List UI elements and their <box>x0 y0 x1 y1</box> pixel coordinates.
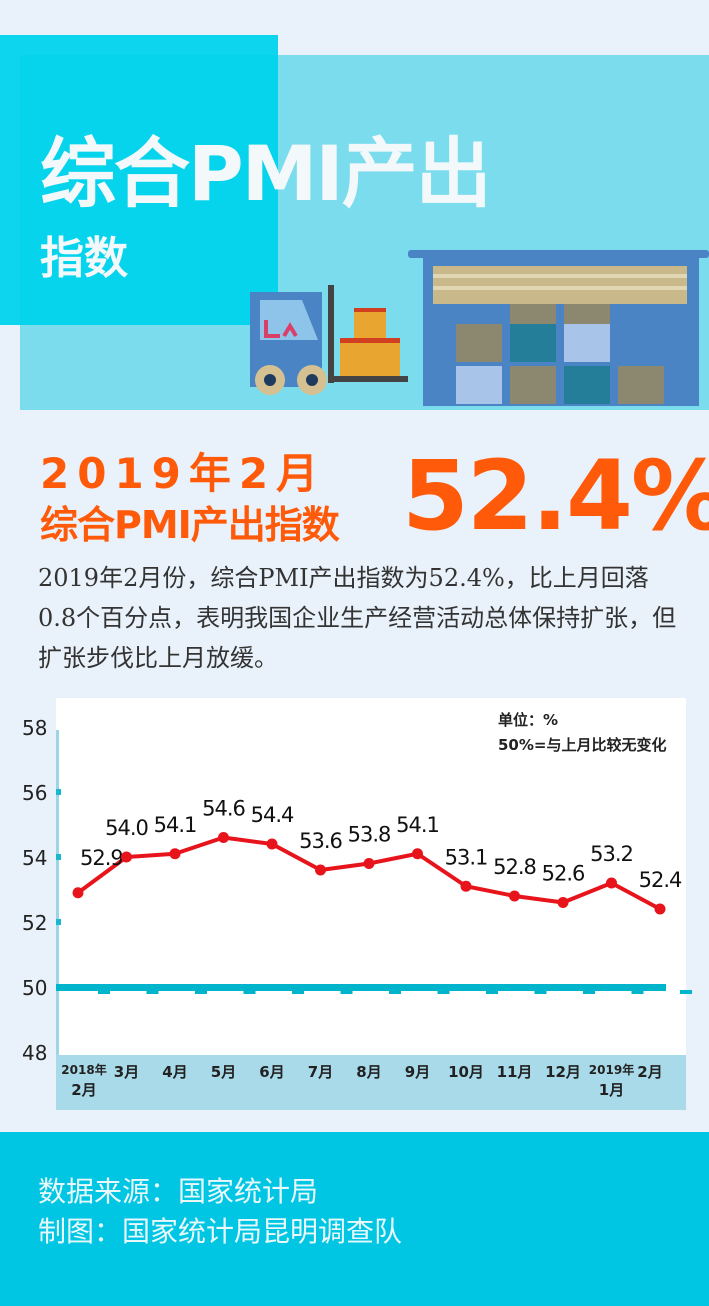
x-tick-label: 8月 <box>356 1063 381 1081</box>
x-tick-label: 2018年 <box>61 1062 106 1077</box>
reference-tick <box>340 990 353 994</box>
x-tick-label: 9月 <box>405 1063 430 1081</box>
unit-annotation: 单位：% <box>498 711 558 729</box>
y-tick-label: 52 <box>22 911 47 935</box>
data-label: 52.4 <box>639 868 682 892</box>
forklift-icon <box>250 285 408 395</box>
reference-tick <box>437 990 450 994</box>
reference-tick <box>631 990 644 994</box>
source-text: 数据来源：国家统计局 <box>38 1175 319 1208</box>
warehouse-forklift-illustration <box>250 250 709 406</box>
data-label: 54.4 <box>251 803 294 827</box>
x-tick-label: 3月 <box>114 1063 139 1081</box>
x-tick-label: 5月 <box>211 1063 236 1081</box>
x-tick-label: 4月 <box>162 1063 187 1081</box>
highlight-date: 2019年2月 <box>40 449 327 498</box>
data-label: 53.2 <box>590 842 633 866</box>
x-tick-label: 7月 <box>308 1063 333 1081</box>
data-point <box>266 838 278 850</box>
reference-tick <box>389 990 401 994</box>
x-tick-label: 2月 <box>71 1081 96 1099</box>
highlight-subtitle: 综合PMI产出指数 <box>40 503 340 547</box>
data-point <box>315 864 326 876</box>
y-axis-line <box>56 730 59 1055</box>
data-label: 52.8 <box>493 855 536 879</box>
x-tick-label: 6月 <box>259 1063 284 1081</box>
reference-tick <box>195 990 207 994</box>
y-tick-label: 58 <box>22 716 47 740</box>
warehouse-icon <box>408 250 709 406</box>
page-title: 综合PMI产出 <box>40 129 492 218</box>
y-tick-label: 54 <box>22 846 47 870</box>
data-point <box>169 848 181 860</box>
reference-tick <box>146 990 159 994</box>
reference-tick <box>243 990 256 994</box>
reference-tick <box>534 990 547 994</box>
data-label: 52.9 <box>80 846 123 870</box>
data-point <box>363 858 375 869</box>
reference-tick <box>583 990 595 994</box>
x-tick-label: 2019年 <box>589 1062 634 1077</box>
data-label: 54.1 <box>396 813 439 837</box>
reference-tick <box>292 990 304 994</box>
plot-area <box>56 698 686 1110</box>
y-tick-mark <box>56 854 61 860</box>
data-point <box>218 832 229 843</box>
x-tick-label: 2月 <box>637 1063 662 1081</box>
data-label: 54.6 <box>202 797 245 821</box>
reference-annotation: 50%=与上月比较无变化 <box>498 736 666 754</box>
data-label: 54.0 <box>105 816 148 840</box>
reference-tick <box>98 990 110 994</box>
data-point <box>557 897 569 908</box>
x-axis-band <box>56 1055 686 1110</box>
data-label: 52.6 <box>542 862 585 886</box>
reference-tick <box>486 990 498 994</box>
data-point <box>606 877 617 889</box>
page-subtitle: 指数 <box>40 233 128 284</box>
y-tick-label: 56 <box>22 781 47 805</box>
data-point <box>460 880 472 892</box>
x-tick-label: 12月 <box>545 1063 581 1081</box>
data-point <box>412 848 423 860</box>
y-tick-label: 50 <box>22 976 47 1000</box>
y-tick-mark <box>56 919 61 925</box>
reference-line-50 <box>56 984 666 991</box>
x-tick-label: 1月 <box>599 1081 624 1099</box>
data-point <box>654 903 666 915</box>
reference-tick <box>680 990 692 994</box>
data-point <box>121 851 132 863</box>
highlight-value: 52.4% <box>402 440 709 552</box>
data-point <box>509 890 520 902</box>
y-tick-mark <box>56 789 61 795</box>
data-label: 53.6 <box>299 829 342 853</box>
data-label: 53.8 <box>348 823 391 847</box>
data-label: 54.1 <box>154 813 197 837</box>
footer: 数据来源：国家统计局 制图：国家统计局昆明调查队 <box>0 1132 709 1306</box>
data-label: 53.1 <box>445 845 488 869</box>
maker-text: 制图：国家统计局昆明调查队 <box>38 1215 403 1248</box>
hero-accent-block <box>0 35 278 325</box>
x-tick-label: 10月 <box>448 1063 484 1081</box>
x-tick-label: 11月 <box>497 1063 533 1081</box>
description-text: 2019年2月份，综合PMI产出指数为52.4%，比上月回落0.8个百分点，表明… <box>38 564 677 672</box>
y-tick-label: 48 <box>22 1041 47 1065</box>
data-point <box>72 887 84 899</box>
